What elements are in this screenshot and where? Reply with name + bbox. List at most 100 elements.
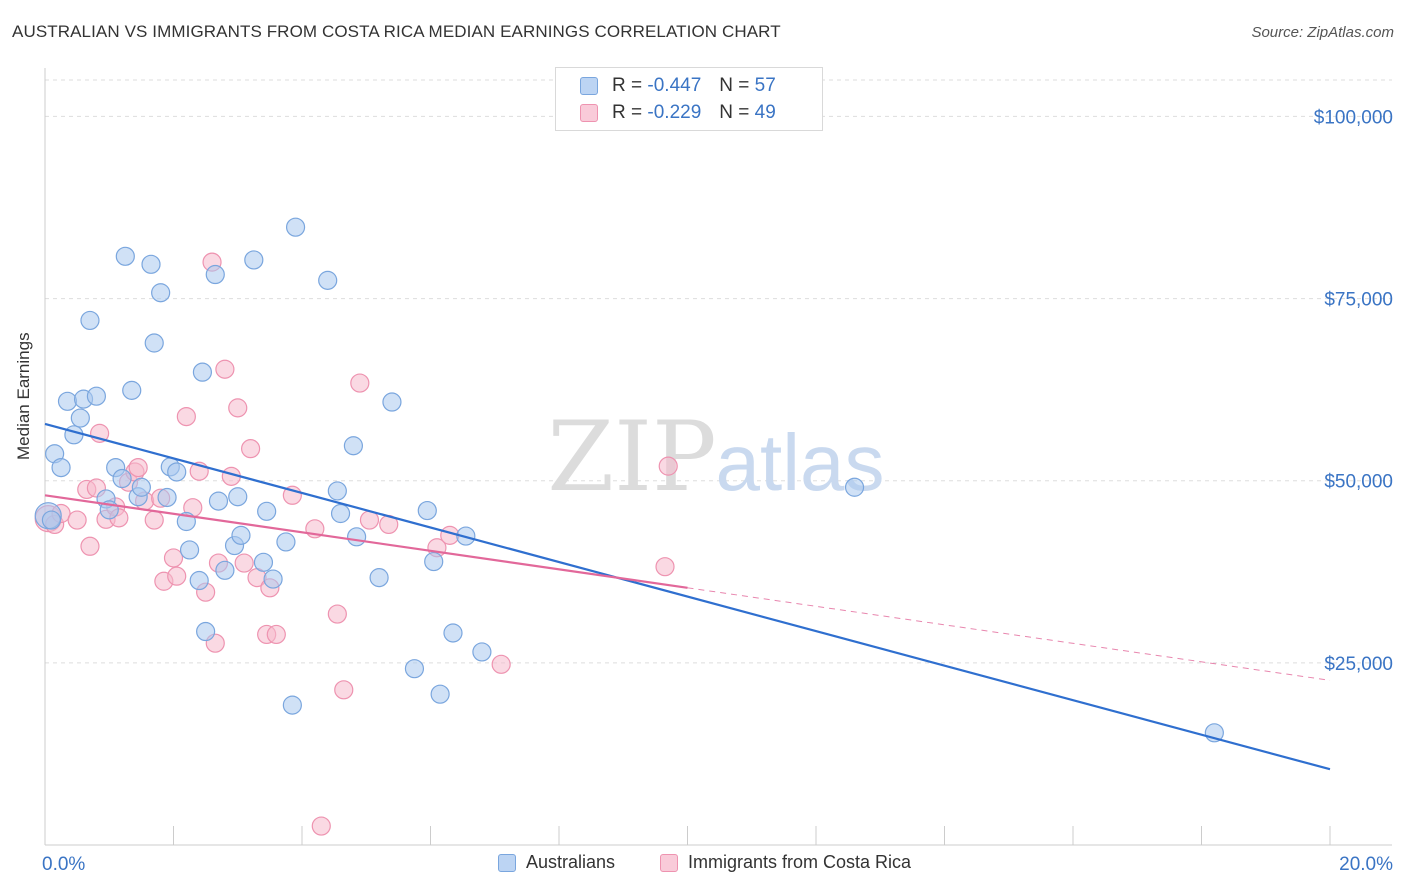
legend-r-value: -0.229 (647, 102, 702, 123)
legend-r-label: R = (612, 75, 643, 96)
costa-rica-point (658, 456, 678, 476)
trend-lines (44, 422, 1331, 771)
australians-point (144, 333, 164, 353)
watermark: ZIP atlas (547, 401, 884, 513)
australians-point (347, 527, 367, 547)
australians-point (167, 462, 187, 482)
australians-point (253, 552, 274, 572)
y-tick-label: $50,000 (1324, 472, 1393, 493)
australians-point (285, 217, 306, 237)
australians-point (330, 503, 351, 524)
australians-point (41, 510, 62, 530)
grid-layer (45, 79, 1392, 664)
australians-point (196, 621, 216, 642)
legend-row-australians: R = -0.447 N = 57 (580, 74, 776, 98)
x-tick-label-min: 0.0% (42, 854, 85, 875)
series-legend: Australians Immigrants from Costa Rica (0, 852, 1406, 878)
australians-point (404, 659, 425, 679)
australians-point (215, 560, 235, 580)
australians-point (228, 487, 248, 507)
australians-point (115, 246, 135, 266)
y-tick-label: $75,000 (1324, 290, 1393, 311)
costa-rica-point (228, 398, 248, 418)
costa-rica-point (655, 557, 675, 577)
watermark-zip: ZIP (547, 401, 716, 513)
costa-rica-point (215, 359, 235, 379)
australians-point (86, 386, 107, 406)
x-tick-label-max: 20.0% (1339, 854, 1393, 875)
chart-title: AUSTRALIAN VS IMMIGRANTS FROM COSTA RICA… (12, 22, 781, 41)
australians-point (369, 568, 389, 588)
australians-trend-line (44, 422, 1331, 771)
australians-point (430, 684, 450, 704)
legend-row-costa-rica: R = -0.229 N = 49 (580, 101, 776, 125)
australians-point (276, 532, 296, 552)
legend-r-value: -0.447 (647, 75, 702, 96)
australians-point (141, 254, 161, 274)
costa-rica-point (128, 458, 148, 478)
legend-swatch-blue (498, 853, 516, 872)
costa-rica-point (266, 624, 286, 645)
australians-point (189, 570, 209, 591)
costa-rica-point (350, 373, 370, 393)
costa-rica-trend-extension (687, 587, 1331, 681)
costa-rica-point (176, 407, 196, 427)
costa-rica-point (311, 816, 331, 836)
source-label: Source: ZipAtlas.com (1251, 24, 1394, 41)
australians-point (424, 551, 444, 572)
australians-point (112, 468, 132, 489)
legend-swatch-pink (580, 104, 598, 122)
australians-point (844, 477, 865, 497)
legend-item-label: Australians (526, 852, 616, 872)
australians-point (80, 310, 100, 331)
australians-point (417, 500, 437, 521)
legend-item-costa-rica[interactable]: Immigrants from Costa Rica (660, 852, 911, 873)
australians-point (157, 487, 177, 508)
australians-point (382, 392, 402, 412)
tick-labels: $25,000 $50,000 $75,000 $100,000 0.0% 20.0% (42, 107, 1393, 875)
costa-rica-point (334, 680, 354, 700)
correlation-legend: R = -0.447 N = 57 R = -0.229 N = 49 (555, 67, 823, 131)
legend-n-value: 57 (754, 75, 776, 96)
costa-rica-point (327, 604, 347, 624)
costa-rica-point (144, 510, 164, 530)
australians-point (257, 501, 277, 521)
series-costa-rica-points (34, 252, 678, 836)
costa-rica-trend-line (44, 494, 688, 589)
legend-item-australians[interactable]: Australians (498, 852, 615, 873)
australians-point (131, 477, 151, 497)
australians-point (244, 250, 264, 270)
australians-point (64, 425, 84, 445)
legend-swatch-blue (580, 77, 598, 95)
australians-point (318, 270, 338, 290)
australians-point (472, 642, 492, 662)
australians-point (51, 458, 71, 478)
costa-rica-point (167, 566, 187, 586)
australians-point (205, 264, 225, 285)
australians-point (122, 380, 142, 400)
australians-point (151, 283, 171, 303)
legend-n-value: 49 (754, 102, 776, 123)
y-tick-label: $100,000 (1314, 107, 1393, 128)
costa-rica-point (491, 654, 511, 674)
australians-point (192, 362, 213, 382)
costa-rica-point (241, 439, 261, 459)
legend-n-label: N = (719, 102, 750, 123)
y-tick-label: $25,000 (1324, 654, 1393, 675)
costa-rica-point (163, 548, 184, 568)
australians-point (343, 436, 363, 456)
australians-point (231, 525, 251, 545)
y-axis-label: Median Earnings (14, 332, 33, 460)
australians-point (179, 540, 200, 560)
costa-rica-point (234, 553, 254, 573)
series-australians-points (34, 217, 1224, 743)
australians-point (282, 695, 302, 715)
axes-layer (44, 68, 1392, 846)
costa-rica-point (80, 536, 100, 556)
australians-point (327, 481, 347, 501)
australians-point (70, 408, 90, 428)
australians-point (263, 569, 283, 589)
legend-n-label: N = (719, 75, 750, 96)
costa-rica-point (67, 510, 87, 530)
